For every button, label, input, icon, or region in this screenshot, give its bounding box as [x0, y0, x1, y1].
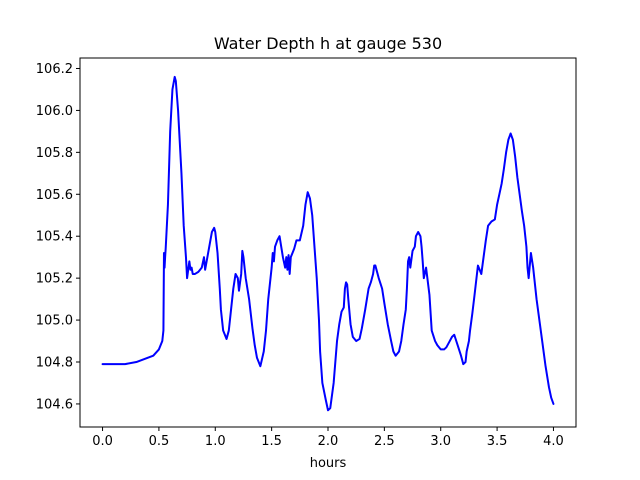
series-line-water-depth: [101, 75, 555, 412]
y-tick-label: 105.4: [36, 230, 73, 245]
y-tick-label: 104.8: [36, 356, 73, 371]
y-tick-label: 105.0: [36, 314, 73, 329]
x-axis-label: hours: [310, 456, 347, 471]
y-tick-label: 105.8: [36, 146, 73, 161]
series-layer: [101, 75, 555, 412]
ticks-layer: 0.0 0.5 1.0 1.5 2.0 2.5 3.0 3.5 4.0 104.6 104.8 105…: [36, 62, 564, 449]
y-tick-label: 105.2: [36, 272, 73, 287]
x-tick-label: 0.5: [149, 434, 170, 449]
x-tick-label: 1.0: [205, 434, 226, 449]
y-tick-label: 105.6: [36, 188, 73, 203]
x-tick-label: 2.0: [318, 434, 339, 449]
x-tick-label: 3.0: [430, 434, 451, 449]
chart-title: Water Depth h at gauge 530: [214, 34, 442, 53]
x-tick-label: 4.0: [543, 434, 564, 449]
plot-area-frame: [79, 57, 577, 428]
y-tick-label: 104.6: [36, 397, 73, 412]
y-tick-label: 106.0: [36, 104, 73, 119]
x-tick-label: 1.5: [261, 434, 282, 449]
y-tick-label: 106.2: [36, 62, 73, 77]
x-tick-label: 3.5: [487, 434, 508, 449]
x-tick-label: 2.5: [374, 434, 395, 449]
x-tick-label: 0.0: [92, 434, 113, 449]
